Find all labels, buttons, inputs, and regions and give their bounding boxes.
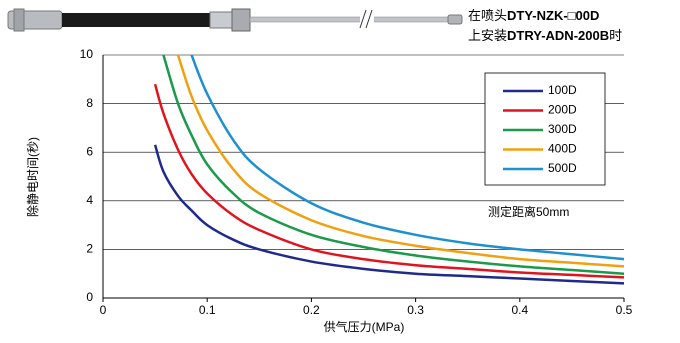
legend-label: 300D <box>548 122 577 136</box>
y-tick-label: 4 <box>86 193 93 207</box>
header-text: DTRY-ADN-200B <box>507 28 609 43</box>
header-text: 时 <box>609 28 622 43</box>
header-line2: 上安装DTRY-ADN-200B时 <box>468 28 622 43</box>
series-line <box>153 144 625 285</box>
annotation: 测定距离50mm <box>488 204 569 219</box>
series-line <box>153 83 625 279</box>
legend-label: 100D <box>548 83 577 97</box>
x-tick-label: 0 <box>100 303 107 317</box>
nozzle-drawing <box>7 8 463 32</box>
x-tick-label: 0.5 <box>616 303 633 317</box>
x-tick-label: 0.3 <box>407 303 424 317</box>
legend-label: 200D <box>548 103 577 117</box>
legend-label: 400D <box>548 142 577 156</box>
y-tick-label: 8 <box>86 96 93 110</box>
y-axis-label: 除静电时间(秒) <box>25 137 40 217</box>
y-tick-label: 0 <box>86 290 93 304</box>
y-tick-label: 6 <box>86 144 93 158</box>
y-tick-label: 10 <box>80 47 94 61</box>
x-tick-label: 0.1 <box>199 303 216 317</box>
header-text: 在喷头 <box>468 8 507 23</box>
series-line <box>162 54 625 275</box>
header-text: DTY-NZK-□00D <box>507 8 599 23</box>
series-line <box>176 54 625 268</box>
legend-label: 500D <box>548 161 577 175</box>
legend: 100D 200D 300D 400D 500D <box>484 72 606 186</box>
x-axis-label: 供气压力(MPa) <box>324 319 405 334</box>
header-text: 上安装 <box>468 28 507 43</box>
header-line1: 在喷头DTY-NZK-□00D <box>468 8 599 23</box>
x-tick-label: 0.2 <box>303 303 320 317</box>
y-tick-label: 2 <box>86 242 93 256</box>
x-tick-label: 0.4 <box>511 303 528 317</box>
series-line <box>190 54 625 261</box>
